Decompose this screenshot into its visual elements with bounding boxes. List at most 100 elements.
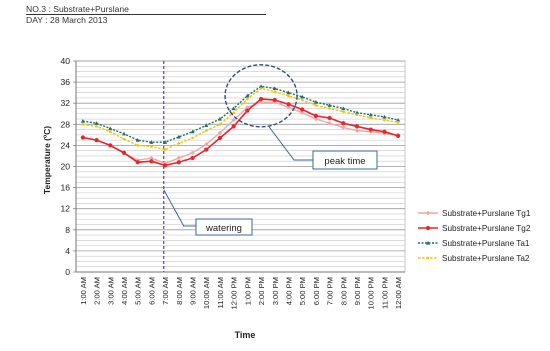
x-tick-label: 7:00 PM [326, 277, 335, 305]
x-tick-label: 11:00 PM [380, 277, 389, 309]
x-tick-label: 8:00 PM [339, 277, 348, 305]
series-point [341, 125, 346, 130]
series-point [176, 155, 182, 161]
watering-label: watering [205, 223, 242, 234]
series-point [204, 123, 209, 127]
series-point [245, 93, 250, 98]
x-axis-ticks: 1:00 AM 2:00 AM 3:00 AM 4:00 AM 5:00 AM 6:00 … [79, 277, 403, 310]
series-point [80, 135, 85, 140]
y-tick-label: 4 [65, 246, 70, 256]
x-tick-label: 6:00 AM [147, 277, 156, 305]
series-point [94, 121, 99, 125]
x-tick-label: 10:00 AM [202, 277, 211, 309]
x-tick-label: 9:00 PM [353, 277, 362, 305]
series-point [149, 140, 154, 144]
legend-marker [426, 256, 430, 260]
x-tick-label: 11:00 AM [216, 277, 225, 309]
y-tick-label: 12 [60, 204, 70, 214]
series-point [355, 110, 360, 115]
series-point [383, 118, 386, 122]
series-point [94, 138, 99, 143]
series-point [342, 110, 345, 113]
y-tick-label: 8 [65, 225, 70, 235]
series-point [217, 135, 223, 141]
y-tick-label: 36 [60, 77, 70, 87]
y-axis-ticks: 0 4 8 12 16 20 24 28 32 36 40 [60, 56, 76, 277]
series-point [299, 110, 305, 115]
legend-label: Substrate+Purslane Ta2 [442, 254, 530, 263]
series-point [273, 90, 277, 93]
series-point [121, 150, 127, 155]
series-point [314, 104, 318, 107]
header-title: NO.3 : Substrate+Purslane [26, 4, 266, 15]
x-tick-label: 4:00 AM [120, 277, 129, 305]
legend-marker [426, 240, 430, 245]
series-point [258, 99, 264, 105]
y-tick-label: 20 [60, 162, 70, 172]
x-tick-label: 9:00 AM [189, 277, 198, 305]
x-tick-label: 1:00 PM [243, 277, 252, 305]
series-point [259, 84, 264, 88]
series-point [272, 97, 277, 103]
series-point [300, 98, 304, 102]
series-point [286, 90, 291, 95]
x-tick-label: 3:00 PM [271, 277, 280, 305]
series-point [136, 144, 139, 147]
legend-label: Substrate+Purslane Ta1 [442, 239, 530, 248]
series-point [163, 140, 168, 144]
series-point [191, 136, 194, 140]
series-point [108, 126, 113, 131]
series-point [149, 155, 154, 161]
x-tick-label: 5:00 AM [134, 277, 143, 305]
x-tick-label: 12:00 PM [230, 277, 239, 310]
x-tick-label: 7:00 AM [161, 277, 170, 305]
series-point [190, 129, 195, 134]
watering-callout: watering [195, 218, 253, 236]
x-tick-label: 8:00 AM [175, 277, 184, 305]
x-tick-label: 3:00 AM [106, 277, 115, 305]
series-point [341, 121, 346, 126]
legend-item: Substrate+Purslane Ta1 [418, 239, 530, 248]
series-point [149, 159, 154, 164]
y-tick-label: 24 [60, 140, 70, 150]
series-point [258, 96, 264, 102]
series-line [82, 87, 399, 151]
series-point [354, 124, 360, 129]
y-tick-label: 0 [65, 267, 70, 277]
series-point [355, 113, 359, 117]
series-line [82, 85, 399, 143]
series-layer [80, 84, 401, 168]
axes [75, 61, 405, 273]
x-tick-label: 1:00 AM [79, 277, 88, 305]
peak-marker [224, 64, 313, 161]
series-point [204, 142, 209, 147]
legend-label: Substrate+Purslane Tg2 [442, 224, 531, 233]
series-point [231, 117, 236, 123]
legend-label: Substrate+Purslane Tg1 [442, 209, 531, 218]
series-point [163, 163, 168, 168]
series-point [135, 160, 140, 165]
watering-connector [163, 189, 196, 227]
series-point [328, 107, 331, 110]
series-point [245, 105, 250, 110]
series-point [396, 120, 400, 124]
series-point [382, 129, 387, 134]
series-point [327, 121, 332, 126]
series-point [231, 106, 236, 111]
series-point [368, 127, 373, 132]
series-point [204, 147, 209, 152]
x-tick-label: 6:00 PM [312, 277, 321, 305]
series-point [217, 130, 223, 135]
series-point [218, 123, 222, 126]
series-point [354, 128, 360, 133]
y-tick-label: 32 [60, 98, 70, 108]
series-point [382, 114, 387, 119]
x-tick-label: 2:00 PM [257, 277, 266, 305]
x-tick-label: 10:00 PM [367, 277, 376, 310]
series-point [80, 119, 85, 123]
peak-connector [268, 126, 313, 161]
series-point [341, 106, 346, 111]
series-point [286, 105, 291, 110]
series-point [150, 145, 153, 148]
x-tick-label: 4:00 PM [284, 277, 293, 305]
